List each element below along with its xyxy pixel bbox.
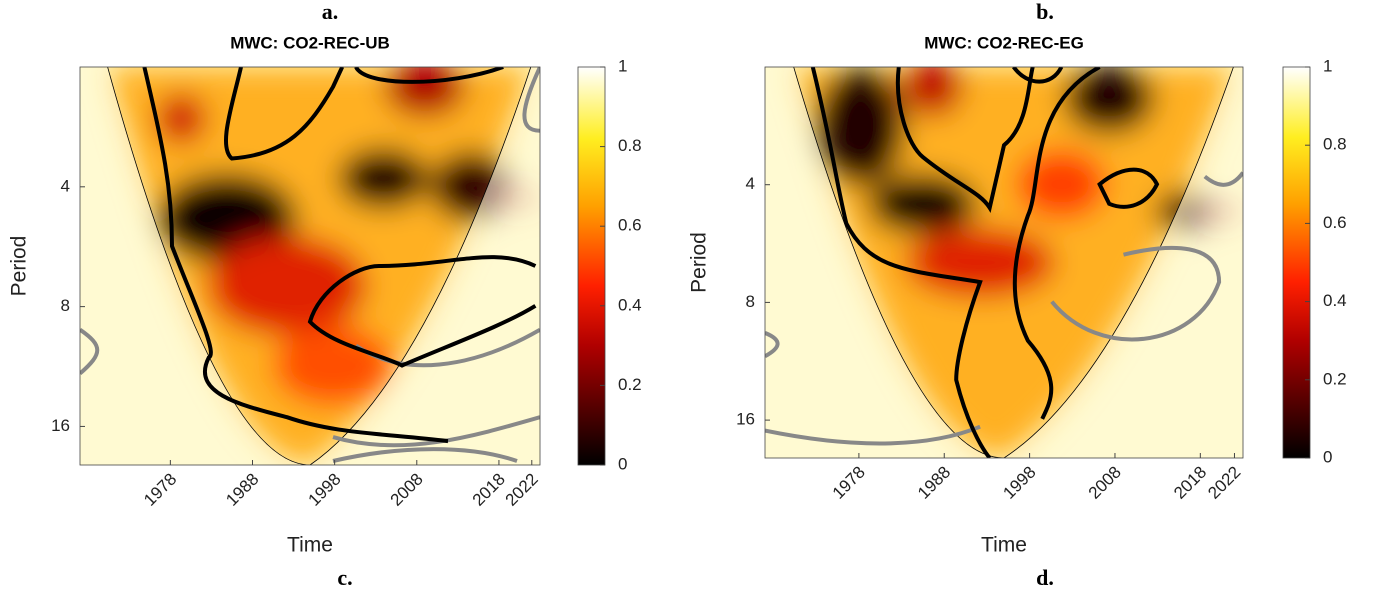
colorbar-tick-label: 0.6 [618, 216, 642, 235]
x-tick-label: 2008 [387, 470, 427, 510]
x-tick-label: 1998 [999, 463, 1039, 503]
colorbar [577, 66, 606, 466]
x-tick-label: 2018 [469, 470, 509, 510]
colorbar-tick-label: 0.6 [1323, 213, 1347, 232]
blob [815, 67, 906, 186]
x-axis-label: Time [981, 534, 1027, 557]
x-tick-label: 1978 [140, 470, 180, 510]
panel-label: c. [337, 565, 352, 590]
heatmap [80, 67, 540, 465]
outside-cone [765, 67, 1243, 458]
colorbar-tick-label: 0.8 [618, 136, 642, 155]
y-tick-label: 4 [746, 174, 755, 193]
x-tick-label: 2018 [1170, 463, 1210, 503]
x-axis-label: Time [287, 534, 333, 557]
black-contour [810, 67, 1160, 458]
x-tick-label: 1998 [304, 470, 344, 510]
chart-title: MWC: CO2-REC-UB [230, 33, 390, 52]
heatmap-area [765, 67, 1243, 458]
cone [793, 67, 1234, 458]
x-tick-label: 1988 [914, 463, 954, 503]
y-tick-label: 16 [736, 410, 755, 429]
colorbar-tick-label: 1 [1323, 56, 1332, 75]
gray-contour [765, 171, 1243, 446]
black-contour [142, 67, 537, 444]
panel-label: a. [322, 0, 339, 24]
blob [273, 325, 393, 406]
colorbar-tick-label: 1 [618, 56, 627, 75]
plot-frame [764, 66, 1244, 459]
y-axis-label: Period [688, 232, 711, 293]
gray-contour [80, 67, 540, 463]
heatmap-area [80, 67, 540, 465]
blob [207, 235, 367, 336]
colorbar-tick-label: 0.4 [1323, 291, 1347, 310]
heatmap [765, 67, 1243, 458]
blob [902, 67, 963, 117]
panel-label: b. [1036, 0, 1054, 24]
colorbar-tick-label: 0.4 [618, 295, 642, 314]
chart-title: MWC: CO2-REC-EG [924, 33, 1084, 52]
colorbar-tick-label: 0.2 [1323, 369, 1347, 388]
blob [156, 93, 207, 144]
x-tick-label: 1988 [222, 470, 262, 510]
colorbar [1282, 66, 1311, 459]
colorbar-tick-label: 0 [1323, 447, 1332, 466]
y-tick-label: 16 [51, 416, 70, 435]
blob [385, 67, 465, 117]
x-tick-label: 2022 [1204, 463, 1244, 503]
x-tick-label: 2022 [502, 470, 542, 510]
blob [338, 148, 429, 209]
blob [867, 173, 978, 234]
blob [1064, 67, 1155, 134]
y-tick-label: 8 [746, 292, 755, 311]
y-axis-label: Period [8, 236, 31, 297]
plot-frame [79, 66, 541, 466]
y-tick-label: 8 [61, 296, 70, 315]
x-tick-label: 1978 [829, 463, 869, 503]
panel-label: d. [1036, 565, 1054, 590]
colorbar-tick-label: 0.8 [1323, 135, 1347, 154]
x-tick-label: 2008 [1085, 463, 1125, 503]
colorbar-tick-label: 0 [618, 454, 627, 473]
y-tick-label: 4 [61, 176, 70, 195]
colorbar-tick-label: 0.2 [618, 375, 642, 394]
